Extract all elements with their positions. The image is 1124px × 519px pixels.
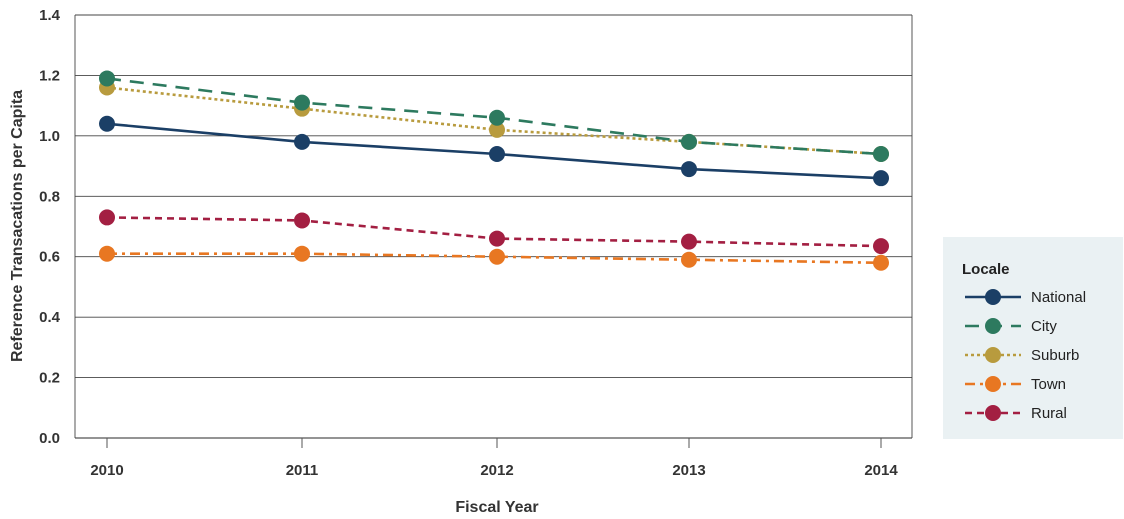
data-point-city <box>489 109 505 126</box>
x-tick-label: 2012 <box>480 462 513 479</box>
data-point-national <box>294 133 310 150</box>
legend-swatch-marker-suburb <box>985 347 1001 363</box>
data-point-town <box>489 248 505 265</box>
data-point-rural <box>873 238 889 255</box>
series-national <box>99 115 889 187</box>
y-tick-label: 1.4 <box>39 7 61 24</box>
data-point-suburb <box>489 121 505 138</box>
y-tick-label: 0.2 <box>39 370 60 387</box>
legend-label-national: National <box>1031 289 1086 306</box>
legend-item-suburb: Suburb <box>965 347 1079 364</box>
series-city <box>99 70 889 162</box>
data-point-city <box>873 145 889 162</box>
legend-title: Locale <box>962 261 1010 278</box>
legend-box <box>943 237 1123 439</box>
y-axis-title: Reference Transacations per Capita <box>9 90 26 362</box>
legend-item-city: City <box>965 318 1057 335</box>
legend-swatch-marker-rural <box>985 405 1001 421</box>
y-tick-label: 0.0 <box>39 430 60 447</box>
y-tick-label: 1.0 <box>39 128 60 145</box>
data-point-rural <box>681 233 697 250</box>
data-point-town <box>873 254 889 271</box>
data-point-national <box>99 115 115 132</box>
x-tick-label: 2013 <box>672 462 705 479</box>
x-tick-label: 2014 <box>864 462 898 479</box>
legend: Locale National City Suburb Town Rural <box>943 237 1123 439</box>
data-point-national <box>873 170 889 187</box>
data-point-town <box>99 245 115 262</box>
y-tick-label: 0.6 <box>39 249 60 266</box>
data-point-national <box>681 161 697 178</box>
x-tick-label: 2011 <box>286 462 319 479</box>
legend-label-town: Town <box>1031 376 1066 393</box>
data-point-rural <box>99 209 115 226</box>
data-point-city <box>681 133 697 150</box>
legend-item-national: National <box>965 289 1086 306</box>
data-point-town <box>294 245 310 262</box>
legend-swatch-marker-national <box>985 289 1001 305</box>
y-tick-label: 1.2 <box>39 67 60 84</box>
x-tick-label: 2010 <box>90 462 123 479</box>
data-point-rural <box>489 230 505 247</box>
data-point-city <box>294 94 310 111</box>
grid <box>74 14 913 439</box>
y-tick-label: 0.4 <box>39 309 61 326</box>
series-town <box>99 245 889 271</box>
legend-item-town: Town <box>965 376 1066 393</box>
x-axis-title: Fiscal Year <box>455 499 538 516</box>
legend-item-rural: Rural <box>965 405 1067 422</box>
legend-label-city: City <box>1031 318 1057 335</box>
legend-swatch-marker-city <box>985 318 1001 334</box>
legend-label-suburb: Suburb <box>1031 347 1079 364</box>
series-rural <box>99 209 889 255</box>
series-layer <box>99 70 889 271</box>
data-point-city <box>99 70 115 87</box>
y-tick-label: 0.8 <box>39 188 60 205</box>
legend-swatch-marker-town <box>985 376 1001 392</box>
axes: 0.0 0.2 0.4 0.6 0.8 1.0 1.2 1.4 2010 2011 2012 2013… <box>9 7 898 516</box>
data-point-rural <box>294 212 310 229</box>
series-line-town <box>107 252 882 265</box>
data-point-national <box>489 145 505 162</box>
legend-label-rural: Rural <box>1031 405 1067 422</box>
data-point-town <box>681 251 697 268</box>
